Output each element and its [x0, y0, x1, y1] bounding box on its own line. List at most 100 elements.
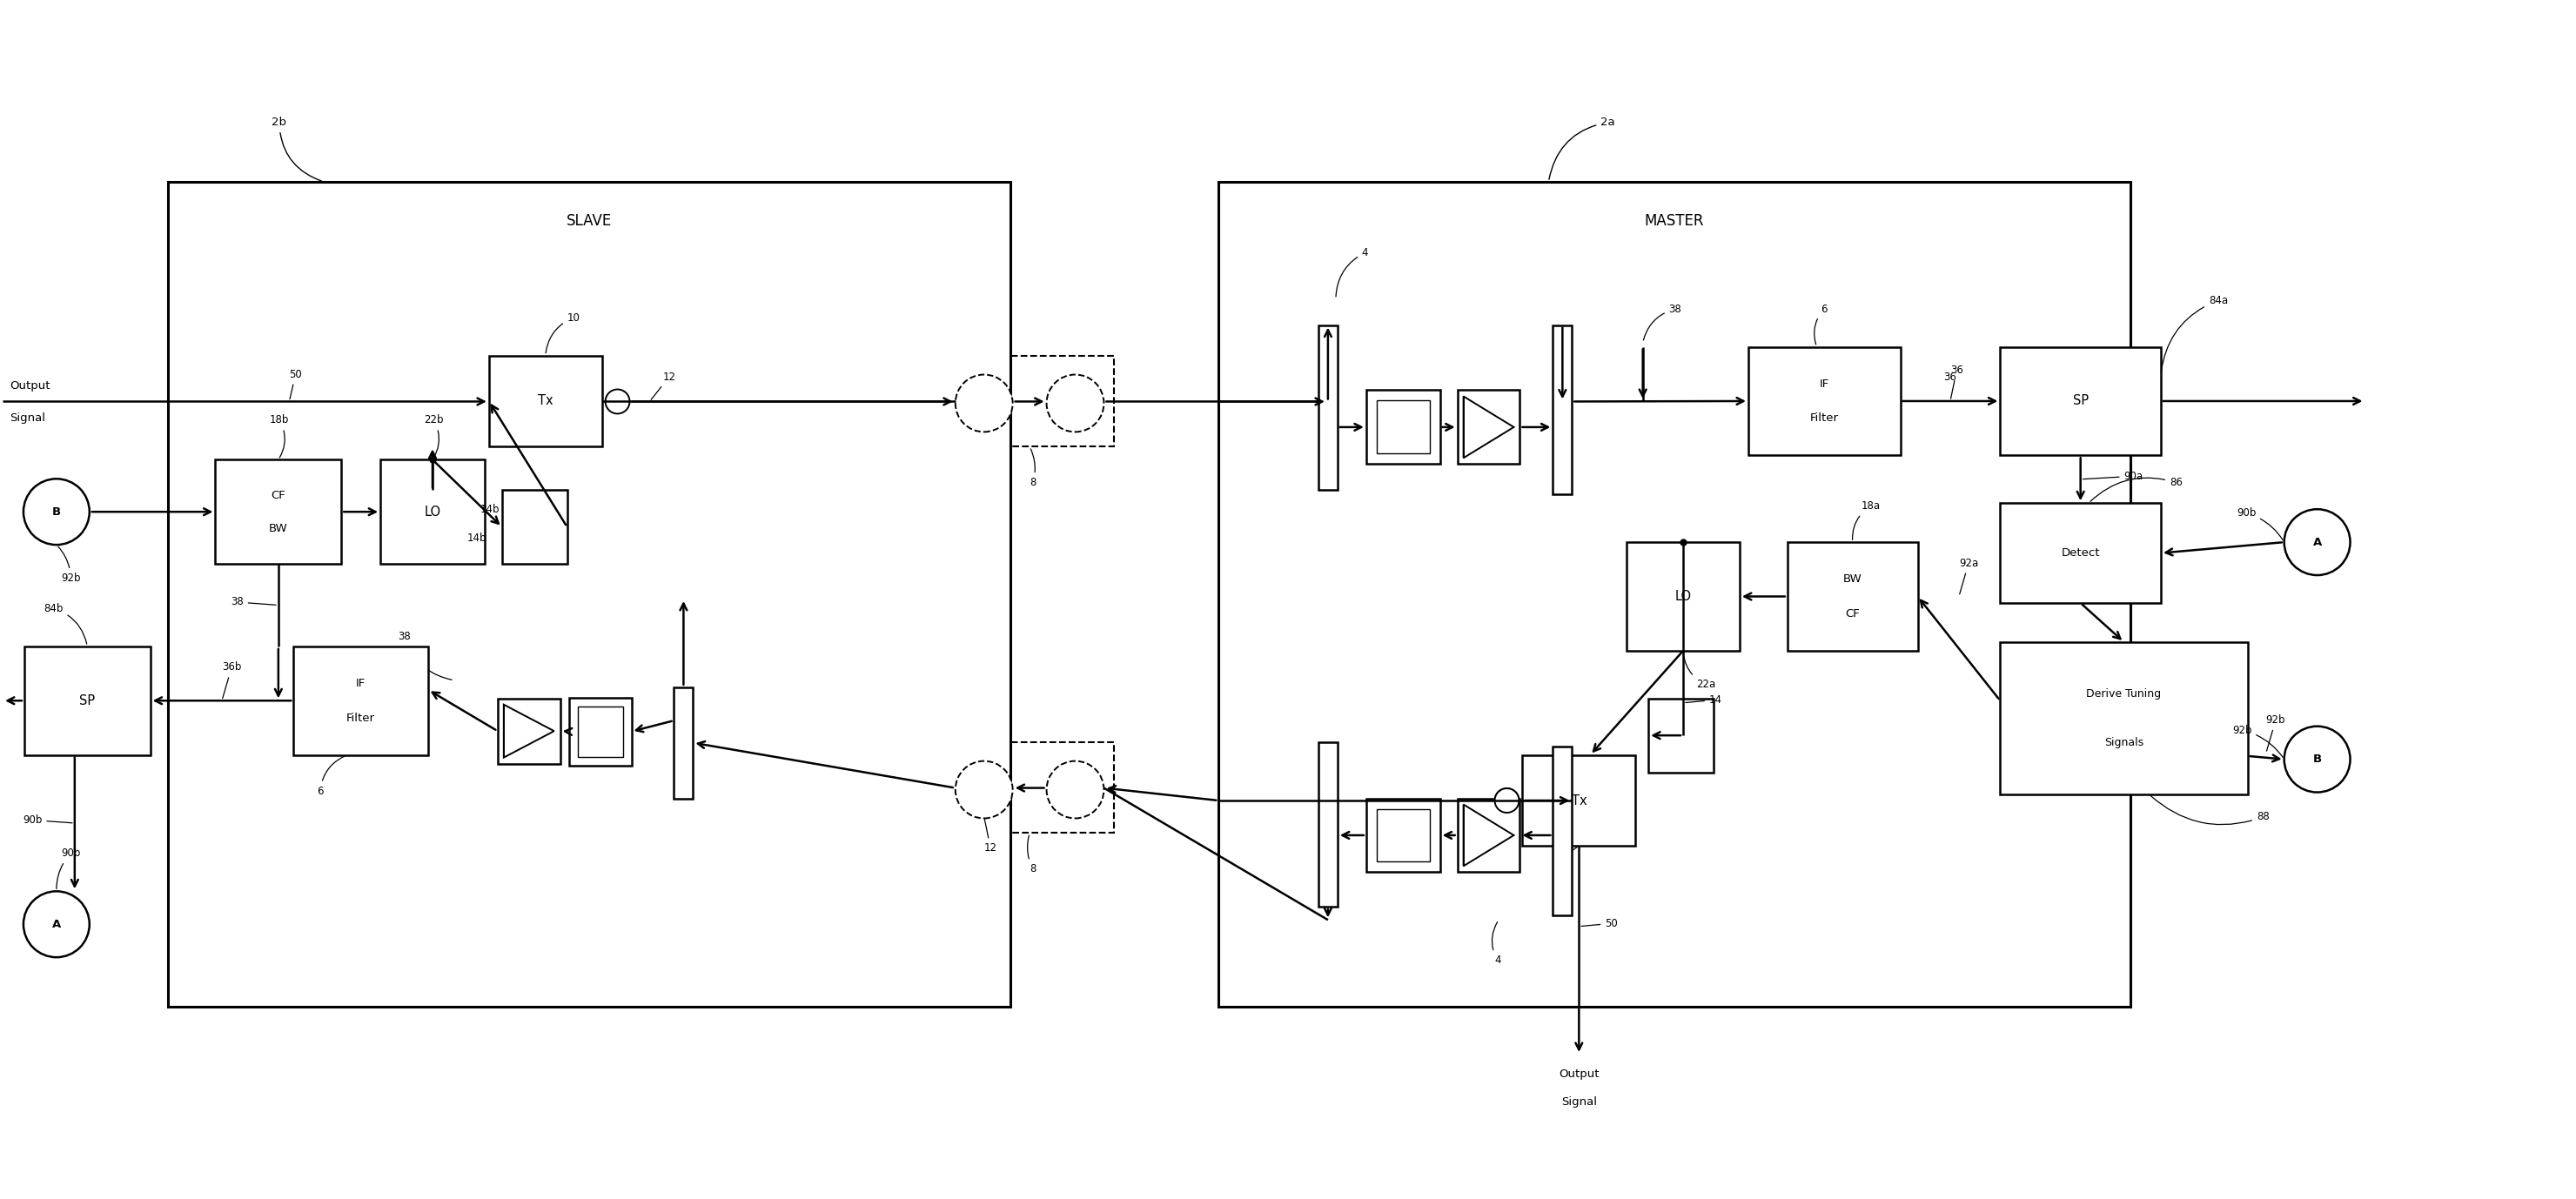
Bar — [1999, 641, 2249, 794]
Text: IF: IF — [1819, 378, 1829, 390]
Text: BW: BW — [268, 523, 289, 534]
Text: 8: 8 — [1030, 448, 1036, 488]
Text: 36: 36 — [1950, 364, 1963, 399]
Bar — [1319, 742, 1337, 906]
Bar — [1999, 504, 2161, 603]
Bar — [1625, 542, 1739, 651]
Bar — [1376, 400, 1430, 453]
Text: MASTER: MASTER — [1643, 213, 1705, 229]
Text: 14b: 14b — [479, 504, 500, 514]
Text: 36b: 36b — [222, 662, 242, 698]
Bar — [577, 706, 623, 757]
Text: 38: 38 — [397, 631, 451, 680]
Text: 12: 12 — [984, 819, 997, 854]
Text: 50: 50 — [1582, 917, 1618, 929]
Bar — [1319, 325, 1337, 490]
Text: 18b: 18b — [270, 415, 289, 458]
Text: 38: 38 — [1643, 303, 1682, 341]
Text: B: B — [2313, 754, 2321, 765]
Text: 50: 50 — [289, 368, 301, 399]
Bar — [1267, 299, 1731, 504]
Text: Signal: Signal — [10, 412, 46, 423]
Text: 38: 38 — [232, 596, 276, 608]
Bar — [945, 742, 1115, 833]
Text: B: B — [52, 506, 62, 518]
Text: 22a: 22a — [1682, 653, 1716, 689]
Text: 10: 10 — [546, 312, 580, 353]
Text: 90b: 90b — [2236, 507, 2282, 540]
Bar — [216, 459, 340, 564]
Text: 6: 6 — [1814, 303, 1826, 344]
Text: 90b: 90b — [57, 848, 80, 888]
Text: 14: 14 — [1685, 694, 1723, 705]
Text: SLAVE: SLAVE — [567, 213, 611, 229]
Text: A: A — [52, 918, 62, 930]
Text: 36: 36 — [1945, 372, 1958, 382]
Text: IF: IF — [355, 677, 366, 689]
Text: Signal: Signal — [1561, 1097, 1597, 1108]
Bar — [453, 598, 737, 802]
Text: A: A — [2313, 536, 2321, 548]
Text: Filter: Filter — [1811, 412, 1839, 424]
Text: Derive Tuning: Derive Tuning — [2087, 688, 2161, 699]
Circle shape — [1494, 789, 1520, 813]
Bar — [1365, 799, 1440, 872]
Bar — [1553, 325, 1571, 494]
Circle shape — [1046, 761, 1105, 819]
Circle shape — [2285, 510, 2349, 576]
Bar — [1649, 699, 1713, 772]
Bar — [1999, 347, 2161, 456]
Text: LO: LO — [1674, 590, 1692, 603]
Bar — [497, 699, 559, 764]
Text: 92a: 92a — [1958, 558, 1978, 595]
Bar — [1458, 799, 1520, 872]
Text: 92b: 92b — [2267, 715, 2285, 751]
Circle shape — [956, 374, 1012, 432]
Text: 86: 86 — [2089, 477, 2182, 501]
Bar — [381, 459, 484, 564]
Text: Tx: Tx — [1571, 794, 1587, 807]
Bar — [1522, 755, 1636, 846]
Bar — [294, 646, 428, 755]
Text: 4: 4 — [1492, 922, 1502, 966]
Text: 84a: 84a — [2161, 295, 2228, 372]
Circle shape — [956, 761, 1012, 819]
Text: 12: 12 — [652, 372, 675, 399]
Bar — [1749, 347, 1901, 456]
Text: SP: SP — [2074, 394, 2089, 408]
Text: SP: SP — [80, 694, 95, 707]
Text: Filter: Filter — [348, 712, 376, 724]
Circle shape — [1046, 374, 1105, 432]
Bar — [1788, 542, 1917, 651]
Text: LO: LO — [425, 505, 440, 518]
Bar — [569, 698, 631, 765]
Circle shape — [605, 390, 629, 414]
Text: Tx: Tx — [538, 394, 554, 408]
Text: 4: 4 — [1337, 247, 1368, 296]
Bar — [167, 182, 1010, 1007]
Bar — [23, 646, 149, 755]
Bar — [1218, 182, 2130, 1007]
Text: Signals: Signals — [2105, 736, 2143, 748]
Text: 22b: 22b — [425, 415, 443, 458]
Bar — [1267, 716, 1731, 920]
Circle shape — [1494, 789, 1520, 813]
Text: 90b: 90b — [23, 814, 72, 826]
Text: 2a: 2a — [1548, 116, 1615, 180]
Text: BW: BW — [1842, 573, 1862, 585]
Circle shape — [23, 891, 90, 957]
Text: CF: CF — [1844, 608, 1860, 620]
Text: 2b: 2b — [273, 116, 322, 181]
Text: 90a: 90a — [2084, 470, 2143, 482]
Text: 84b: 84b — [44, 603, 88, 644]
Bar — [1458, 390, 1520, 464]
Bar — [1553, 746, 1571, 916]
Text: 92b: 92b — [2231, 724, 2282, 758]
Circle shape — [2285, 727, 2349, 793]
Bar — [1365, 390, 1440, 464]
Text: 88: 88 — [2151, 796, 2269, 825]
Text: 14b: 14b — [466, 532, 487, 543]
Text: CF: CF — [270, 489, 286, 501]
Text: 8: 8 — [1028, 836, 1036, 875]
Text: 6: 6 — [317, 755, 345, 796]
